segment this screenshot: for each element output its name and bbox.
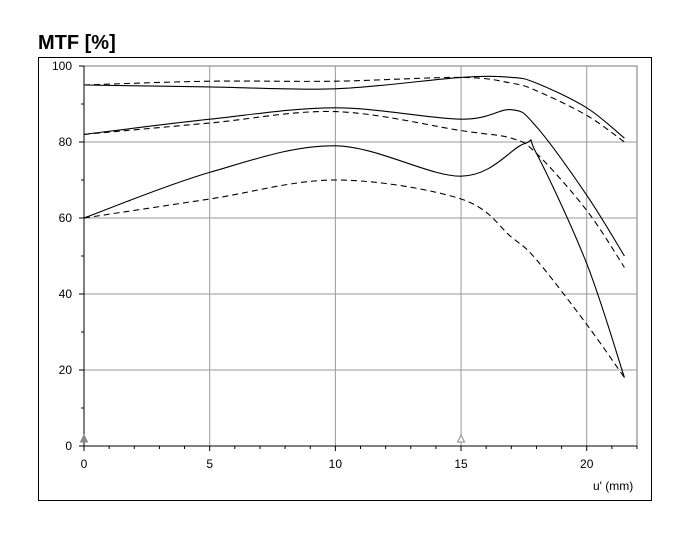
open-triangle-marker bbox=[456, 433, 466, 443]
x-tick-label: 5 bbox=[206, 457, 213, 471]
chart-frame bbox=[38, 57, 652, 501]
x-tick-label: 15 bbox=[454, 457, 468, 471]
x-tick-label: 20 bbox=[580, 457, 594, 471]
y-tick-label: 60 bbox=[59, 211, 73, 225]
plot-border bbox=[83, 65, 638, 447]
field-markers bbox=[79, 433, 466, 443]
y-tick-label: 0 bbox=[65, 439, 72, 453]
grid-lines bbox=[83, 65, 638, 447]
y-tick-label: 40 bbox=[59, 287, 73, 301]
series-line-6-dashed bbox=[83, 179, 625, 378]
axes: 0 20 40 60 80 100 0 5 10 15 20 bbox=[52, 59, 638, 471]
x-tick-label: 0 bbox=[81, 457, 88, 471]
y-tick-label: 80 bbox=[59, 135, 73, 149]
x-tick-label: 10 bbox=[329, 457, 343, 471]
series-line-5-solid bbox=[83, 139, 625, 378]
filled-triangle-marker bbox=[79, 433, 89, 443]
y-tick-label: 100 bbox=[52, 59, 72, 73]
chart-title: MTF [%] bbox=[38, 32, 116, 54]
y-tick-label: 20 bbox=[59, 363, 73, 377]
series-line-3-solid bbox=[83, 107, 625, 257]
x-axis-label: u' (mm) bbox=[593, 479, 633, 493]
series-line-2-dashed bbox=[83, 76, 625, 143]
series-line-1-solid bbox=[83, 75, 625, 139]
series-group bbox=[83, 75, 625, 378]
